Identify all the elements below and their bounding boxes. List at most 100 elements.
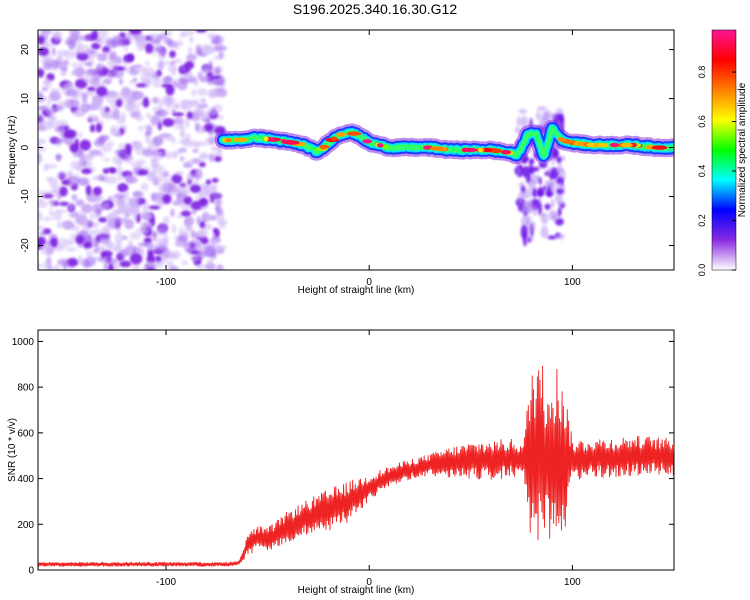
noise-blob [112, 155, 124, 165]
disturbance-blob [557, 113, 564, 123]
noise-blob [97, 53, 108, 62]
noise-blob [92, 203, 104, 214]
noise-blob [48, 200, 60, 205]
noise-blob [77, 177, 90, 186]
noise-blob [169, 60, 176, 66]
noise-blob [150, 217, 155, 227]
noise-blob [61, 84, 68, 94]
noise-blob [195, 264, 206, 270]
noise-blob [146, 125, 153, 136]
noise-blob [196, 216, 201, 226]
noise-blob [56, 153, 61, 162]
ridge-hotspot [225, 138, 232, 143]
noise-blob [157, 184, 170, 193]
noise-blob [187, 46, 193, 55]
noise-blob [111, 130, 122, 137]
noise-blob [48, 209, 54, 216]
x-tick-label: 0 [366, 577, 372, 588]
noise-blob [107, 59, 117, 69]
noise-blob [61, 220, 75, 230]
noise-blob [38, 231, 48, 236]
noise-blob [157, 200, 164, 206]
noise-blob [187, 159, 194, 166]
noise-blob [65, 247, 77, 252]
top-x-axis-label: Height of straight line (km) [298, 285, 415, 296]
noise-blob [103, 262, 109, 270]
noise-blob [165, 97, 177, 105]
colorbar-gradient [711, 29, 737, 271]
noise-blob [43, 56, 54, 65]
noise-blob [42, 216, 53, 222]
noise-blob [197, 140, 209, 147]
noise-blob [97, 136, 107, 143]
noise-blob [184, 216, 195, 227]
noise-blob [171, 250, 182, 259]
disturbance-blob [522, 200, 532, 213]
noise-blob [158, 98, 163, 109]
noise-blob [92, 81, 106, 87]
noise-blob [43, 261, 49, 270]
noise-blob [184, 117, 190, 128]
noise-blob [145, 112, 152, 119]
noise-blob [158, 172, 166, 181]
noise-blob [96, 86, 108, 97]
noise-blob [135, 83, 147, 88]
noise-blob [204, 223, 213, 231]
top-x-ticks: -100 0 100 [156, 30, 581, 288]
noise-blob [70, 233, 76, 240]
noise-blob [79, 35, 92, 41]
noise-blob [169, 104, 181, 109]
noise-blob [198, 229, 207, 239]
noise-blob [211, 185, 217, 194]
disturbance-blobs [514, 106, 566, 247]
noise-blob [196, 88, 208, 96]
disturbance-blob [536, 106, 547, 111]
noise-blob [79, 139, 91, 151]
disturbance-blob [541, 111, 550, 122]
noise-blob [98, 234, 111, 245]
noise-blob [70, 70, 84, 77]
noise-blob [123, 190, 130, 202]
noise-blob [49, 91, 61, 102]
noise-blob [162, 233, 169, 244]
noise-blob [146, 243, 158, 251]
noise-blob [154, 260, 165, 268]
disturbance-blob [540, 212, 549, 225]
noise-blob [118, 77, 124, 86]
noise-blob [136, 44, 144, 52]
noise-blob [194, 49, 205, 57]
noise-blob [100, 250, 113, 258]
noise-blob [213, 55, 220, 61]
noise-blob [183, 196, 193, 205]
noise-blob [172, 81, 179, 88]
disturbance-blob [556, 233, 566, 240]
disturbance-blob [549, 172, 554, 181]
noise-blob [153, 115, 160, 120]
noise-blob [140, 182, 149, 192]
noise-blob [71, 62, 78, 68]
noise-blob [69, 30, 81, 37]
noise-blob [82, 161, 87, 167]
noise-blob [207, 71, 213, 78]
noise-blob [117, 202, 126, 208]
noise-blob [66, 257, 79, 267]
noise-blob [51, 184, 61, 193]
noise-blob [214, 156, 222, 162]
noise-blob [171, 173, 183, 184]
noise-blob [94, 241, 100, 248]
noise-blob [125, 218, 132, 227]
noise-blob [160, 112, 166, 119]
noise-blob [188, 76, 197, 83]
noise-blob [59, 65, 68, 72]
noise-blob [157, 33, 168, 40]
ridge-hotspot [429, 146, 445, 151]
noise-blob [191, 89, 197, 97]
ridge-hotspot [461, 147, 478, 153]
noise-blob [195, 30, 207, 33]
noise-blob [88, 114, 95, 123]
disturbance-blob [536, 190, 543, 197]
noise-blob [68, 212, 75, 218]
noise-blob [46, 96, 52, 106]
noise-blob [101, 202, 110, 210]
